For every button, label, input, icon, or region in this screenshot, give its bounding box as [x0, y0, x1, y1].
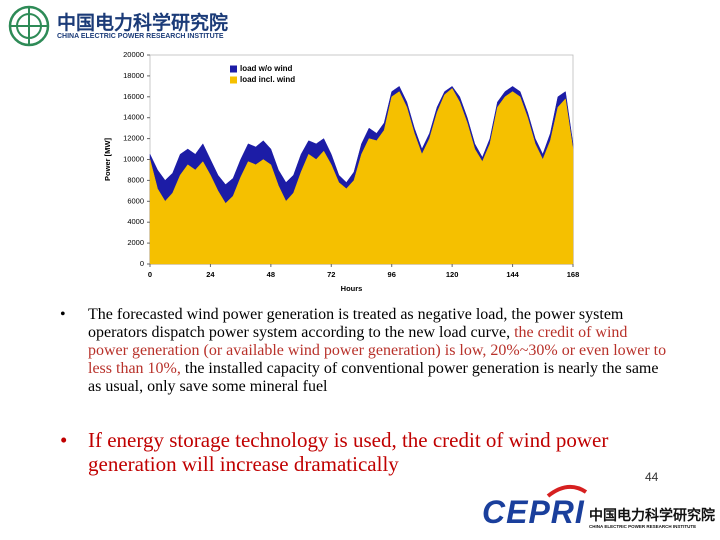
chart: 0 2000 4000 6000 8000 10000 12000 14000 16000 180… — [103, 50, 580, 293]
x-tick-label: 24 — [206, 270, 215, 279]
x-tick-label: 72 — [327, 270, 335, 279]
header-subtitle: CHINA ELECTRIC POWER RESEARCH INSTITUTE — [57, 33, 224, 40]
bullet-text: the credit of wind power generation (or … — [88, 324, 667, 377]
bullet-text: If energy storage technology is used, th… — [88, 428, 609, 476]
footer-logo-art — [546, 484, 588, 498]
footer-subtitle: CHINA ELECTRIC POWER RESEARCH INSTITUTE — [589, 524, 697, 529]
y-tick-label: 10000 — [123, 154, 144, 163]
legend-label: load incl. wind — [240, 75, 295, 84]
logo-icon — [8, 5, 50, 47]
bullet-text: the installed capacity of conventional p… — [88, 360, 659, 395]
area — [149, 88, 574, 265]
y-axis-label: Power [MW] — [103, 138, 112, 181]
legend-swatch — [230, 65, 237, 73]
y-tick-label: 0 — [140, 259, 144, 268]
footer-logo: CEPRI — [482, 494, 585, 530]
y-tick-label: 18000 — [123, 71, 144, 80]
y-tick-label: 2000 — [127, 238, 144, 247]
bullet-dot: • — [60, 428, 68, 452]
footer-title: 中国电力科学研究院 — [589, 508, 715, 524]
y-tick-label: 4000 — [127, 217, 144, 226]
legend-label: load w/o wind — [240, 64, 293, 73]
bullet: • If energy storage technology is used, t… — [60, 428, 668, 476]
page-number: 44 — [645, 470, 659, 484]
bullet: • The forecasted wind power generation is… — [60, 306, 668, 396]
y-tick-label: 16000 — [123, 92, 144, 101]
y-tick-label: 20000 — [123, 50, 144, 59]
y-tick-label: 12000 — [123, 134, 144, 143]
x-tick-label: 96 — [388, 270, 396, 279]
x-tick-label: 120 — [446, 270, 459, 279]
bullet-dot: • — [60, 306, 66, 323]
x-tick-label: 0 — [148, 270, 152, 279]
header-title: 中国电力科学研究院 — [57, 12, 229, 34]
y-tick-label: 6000 — [127, 196, 144, 205]
x-tick-label: 144 — [506, 270, 519, 279]
bullet-text: The forecasted wind power generation is … — [88, 306, 624, 341]
y-tick-label: 14000 — [123, 113, 144, 122]
x-tick-label: 168 — [567, 270, 580, 279]
x-axis-label: Hours — [341, 284, 363, 293]
y-tick-label: 8000 — [127, 175, 144, 184]
legend-swatch — [230, 76, 237, 84]
x-tick-label: 48 — [267, 270, 275, 279]
